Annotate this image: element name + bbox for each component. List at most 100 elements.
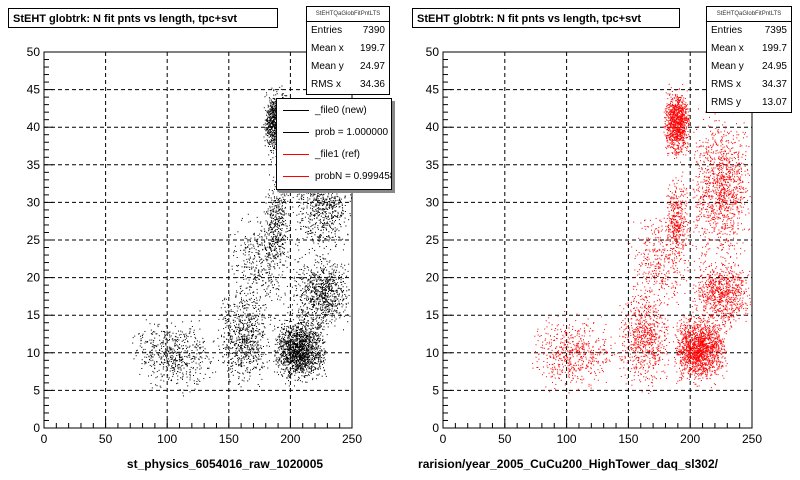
data-point-4889 [168,350,170,352]
data-point-4808 [257,318,259,320]
data-point-2880 [309,331,311,333]
data-point-2561 [273,249,275,251]
data-point-4883 [189,391,191,393]
data-point-3911 [294,344,296,346]
data-point-249 [272,132,274,133]
data-point-2176 [319,191,320,193]
data-point-3539 [303,367,305,369]
data-point-4049 [301,365,303,367]
data-point-4957 [195,338,197,340]
data-point-3717 [299,347,301,349]
data-point-3208 [297,350,299,352]
data-point-2236 [264,213,266,215]
data-point-1367 [306,192,308,194]
data-point-2489 [267,255,269,257]
data-point-3480 [299,349,301,351]
data-point-1161 [334,204,336,206]
data-point-3837 [295,357,297,359]
data-point-791 [268,113,269,115]
data-point-3965 [299,359,301,361]
data-point-4663 [245,328,247,330]
data-point-722 [275,107,276,109]
data-point-4624 [241,297,242,299]
data-point-3961 [287,361,289,363]
data-point-1488 [320,221,322,223]
data-point-4853 [254,324,256,326]
data-point-4149 [300,363,302,365]
data-point-2066 [325,229,327,231]
data-point-2602 [298,349,300,351]
data-point-4196 [258,351,260,353]
data-point-3656 [299,358,301,360]
data-point-1025 [273,119,275,121]
data-point-2297 [276,242,278,244]
data-point-1555 [337,196,339,198]
data-point-2256 [268,225,270,227]
data-point-4095 [299,355,301,357]
data-point-1001 [270,122,272,124]
data-point-1261 [325,198,327,200]
data-point-2243 [271,218,273,219]
data-point-3381 [311,368,312,370]
data-point-3909 [289,338,291,340]
data-point-4532 [249,349,251,351]
data-point-4022 [288,375,290,377]
data-point-4818 [263,366,265,368]
data-point-501 [267,145,269,147]
data-point-4614 [247,345,249,347]
data-point-1216 [305,232,307,233]
data-point-3268 [301,341,303,343]
data-point-3722 [280,339,282,341]
data-point-2563 [287,237,288,239]
data-point-2146 [323,219,325,221]
data-point-4319 [252,335,253,337]
data-point-1730 [316,203,318,205]
data-point-4910 [156,376,158,378]
data-point-4106 [324,359,326,361]
data-point-4237 [223,348,224,349]
data-point-3085 [290,377,292,379]
data-point-2299 [276,251,278,253]
data-point-2143 [318,191,320,192]
data-point-4623 [220,307,222,309]
data-point-3678 [275,363,277,365]
data-point-2055 [347,234,349,236]
data-point-3567 [294,349,296,351]
data-point-4559 [226,344,228,346]
data-point-4245 [236,326,238,328]
data-point-4882 [182,374,184,376]
data-point-1124 [344,196,346,198]
data-point-2313 [274,225,276,227]
data-point-719 [272,97,274,99]
data-point-4639 [268,345,270,347]
data-point-394 [272,123,274,125]
data-point-4199 [242,323,244,324]
data-point-3354 [318,367,319,369]
data-point-2229 [275,181,277,183]
data-point-1457 [350,194,352,196]
data-point-2428 [283,224,284,226]
data-point-847 [272,107,274,109]
data-point-1135 [322,213,324,215]
data-point-4874 [238,365,239,367]
data-point-4002 [312,343,313,345]
data-point-3939 [286,342,288,344]
data-point-1656 [325,192,326,194]
data-point-2206 [264,240,266,242]
data-point-537 [264,122,266,124]
data-point-2547 [283,211,285,213]
data-point-1643 [329,226,331,227]
data-point-2480 [280,238,282,240]
data-point-2367 [267,262,269,264]
data-point-1215 [335,245,336,247]
data-point-4135 [304,318,306,319]
data-point-3337 [299,315,301,317]
data-point-2107 [315,198,317,200]
data-point-3754 [308,353,310,355]
data-point-4839 [258,308,260,310]
data-point-793 [270,119,272,121]
data-point-4451 [219,348,221,350]
data-point-4927 [141,363,143,365]
data-point-1644 [310,193,312,195]
